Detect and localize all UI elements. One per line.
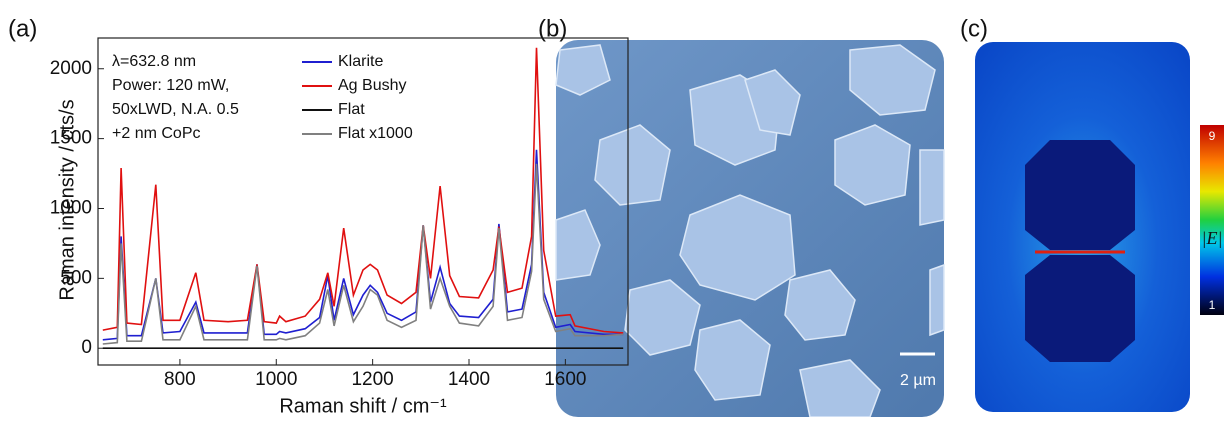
- particle: [1025, 140, 1135, 250]
- y-tick-label: 1500: [50, 128, 92, 149]
- x-tick-label: 1000: [255, 369, 297, 390]
- colorbar-max: 9: [1209, 129, 1216, 143]
- y-tick-label: 1000: [50, 198, 92, 219]
- x-tick-label: 1400: [448, 369, 490, 390]
- x-axis-label: Raman shift / cm⁻¹: [279, 395, 447, 417]
- field-map: 9 1 |E|: [975, 42, 1224, 412]
- figure: (a) (b) (c) 2 µm 9 1: [0, 0, 1224, 417]
- annotation: λ=632.8 nm: [112, 53, 196, 70]
- x-tick-label: 800: [164, 369, 196, 390]
- legend-label: Flat x1000: [338, 125, 413, 142]
- colorbar-min: 1: [1209, 298, 1216, 312]
- colorbar-title: |E|: [1202, 228, 1223, 248]
- particle: [1025, 255, 1135, 362]
- annotation: 50xLWD, N.A. 0.5: [112, 101, 239, 118]
- sem-image: 2 µm: [556, 40, 944, 417]
- y-tick-label: 0: [81, 337, 92, 358]
- legend-label: Ag Bushy: [338, 77, 406, 94]
- y-tick-label: 2000: [50, 58, 92, 79]
- scale-bar-label: 2 µm: [900, 372, 936, 389]
- x-tick-label: 1600: [544, 369, 586, 390]
- y-tick-label: 500: [60, 267, 92, 288]
- annotation: +2 nm CoPc: [112, 125, 200, 142]
- panel-label: (a): [8, 15, 37, 42]
- x-tick-label: 1200: [351, 369, 393, 390]
- colorbar: [1200, 125, 1224, 315]
- legend-label: Klarite: [338, 53, 383, 70]
- series-line: [103, 150, 623, 340]
- panel-label: (c): [960, 15, 988, 42]
- annotation: Power: 120 mW,: [112, 77, 229, 94]
- legend-label: Flat: [338, 101, 365, 118]
